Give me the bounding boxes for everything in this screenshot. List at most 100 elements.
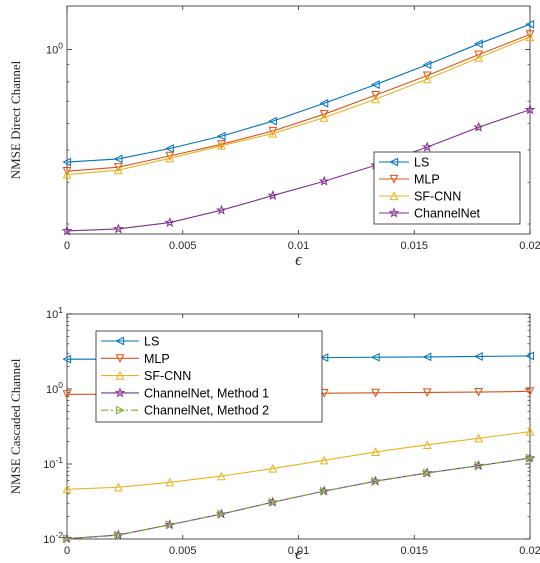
series-line xyxy=(66,109,531,232)
data-point xyxy=(423,468,432,478)
x-tick-label: 0.015 xyxy=(400,240,428,252)
data-point xyxy=(525,351,535,361)
y-axis-label: NMSE Direct Channel xyxy=(8,60,23,179)
data-point xyxy=(319,455,329,465)
data-point xyxy=(165,520,175,530)
data-point xyxy=(113,154,123,164)
data-point xyxy=(421,141,433,152)
y-tick-label: 10-1 xyxy=(43,455,63,471)
data-point xyxy=(165,151,175,161)
legend-marker xyxy=(389,157,399,167)
chart-1: 0 0.005 0.01 0.015 0.02 100 NMSE Direct Channe… xyxy=(8,5,540,269)
data-point xyxy=(113,223,124,234)
legend-label: MLP xyxy=(144,352,170,366)
data-point xyxy=(320,486,329,496)
data-point xyxy=(62,484,72,494)
legend-marker xyxy=(115,370,125,380)
data-point xyxy=(217,140,226,150)
data-point xyxy=(473,121,484,132)
legend: LS MLP SF-CNN ChannelNet, Method 1 ChannelNe… xyxy=(95,330,323,423)
legend-label: LS xyxy=(414,156,429,170)
legend-label: ChannelNet, Method 2 xyxy=(144,404,269,418)
data-point xyxy=(164,216,176,228)
data-point xyxy=(371,476,381,486)
data-point xyxy=(62,390,72,400)
legend: LS MLP SF-CNN ChannelNet xyxy=(373,151,521,225)
data-point xyxy=(114,530,124,540)
x-tick-label: 0.015 xyxy=(400,545,428,557)
data-point xyxy=(525,32,535,42)
data-point xyxy=(319,110,329,119)
data-point xyxy=(319,353,329,363)
data-point xyxy=(62,169,72,179)
data-point xyxy=(113,482,123,492)
data-point xyxy=(216,131,226,141)
data-point xyxy=(62,157,72,167)
x-tick-label: 0.02 xyxy=(519,545,540,557)
data-point xyxy=(61,225,73,236)
data-point xyxy=(370,352,380,362)
data-point xyxy=(371,388,380,398)
y-axis-label: NMSE Cascaded Channel xyxy=(8,358,23,494)
data-point xyxy=(319,389,329,398)
data-point xyxy=(422,388,432,398)
data-point xyxy=(422,60,432,70)
legend-label: ChannelNet xyxy=(414,207,481,221)
data-point xyxy=(474,433,484,443)
data-point xyxy=(268,116,277,126)
legend-box xyxy=(95,330,323,423)
legend-label: SF-CNN xyxy=(414,190,461,204)
x-tick-label: 0.005 xyxy=(169,240,197,252)
x-axis-label: ϵ xyxy=(295,544,303,563)
data-point xyxy=(113,163,123,172)
data-point xyxy=(268,497,278,507)
data-point xyxy=(319,98,329,108)
data-point xyxy=(525,426,535,436)
x-tick-label: 0 xyxy=(64,545,70,557)
legend-marker xyxy=(115,354,125,364)
data-point xyxy=(370,80,380,89)
data-point xyxy=(318,175,330,186)
data-point xyxy=(474,50,484,60)
legend-label: SF-CNN xyxy=(144,369,191,383)
legend-label: ChannelNet, Method 1 xyxy=(144,386,269,400)
data-point xyxy=(474,461,484,471)
chart-2: 0 0.005 0.01 0.015 0.02 10-2 10-1 100 101 NMSE Ca… xyxy=(8,305,540,563)
legend-marker xyxy=(115,336,125,346)
data-point xyxy=(474,387,484,397)
legend-marker xyxy=(389,174,399,184)
data-point xyxy=(268,126,278,136)
data-point xyxy=(525,19,535,29)
data-point xyxy=(113,165,123,175)
data-point xyxy=(422,352,432,362)
data-point xyxy=(371,94,380,104)
data-point xyxy=(217,140,226,149)
legend-marker xyxy=(389,191,399,201)
series-line xyxy=(66,33,531,172)
series-line xyxy=(66,431,531,490)
series-channelnet-method-2 xyxy=(62,453,535,544)
data-point xyxy=(165,477,175,487)
series-line xyxy=(66,23,531,163)
x-tick-label: 0.01 xyxy=(288,545,309,557)
data-point xyxy=(525,387,535,397)
legend-marker xyxy=(388,207,400,218)
series-sf-cnn xyxy=(62,32,535,179)
data-point xyxy=(165,153,175,163)
data-point xyxy=(473,352,483,361)
data-point xyxy=(525,30,535,40)
legend-label: LS xyxy=(144,335,159,349)
series-sf-cnn xyxy=(62,426,535,494)
data-point xyxy=(216,204,227,215)
data-point xyxy=(524,104,536,115)
data-point xyxy=(319,112,329,122)
data-point xyxy=(473,39,483,49)
x-tick-label: 0.01 xyxy=(288,240,309,252)
data-point xyxy=(165,144,174,153)
series-ls xyxy=(62,19,535,167)
x-axis-label: ϵ xyxy=(295,250,303,269)
data-point xyxy=(62,354,72,364)
data-point xyxy=(62,167,72,176)
series-line xyxy=(66,457,531,540)
data-point xyxy=(217,509,227,519)
